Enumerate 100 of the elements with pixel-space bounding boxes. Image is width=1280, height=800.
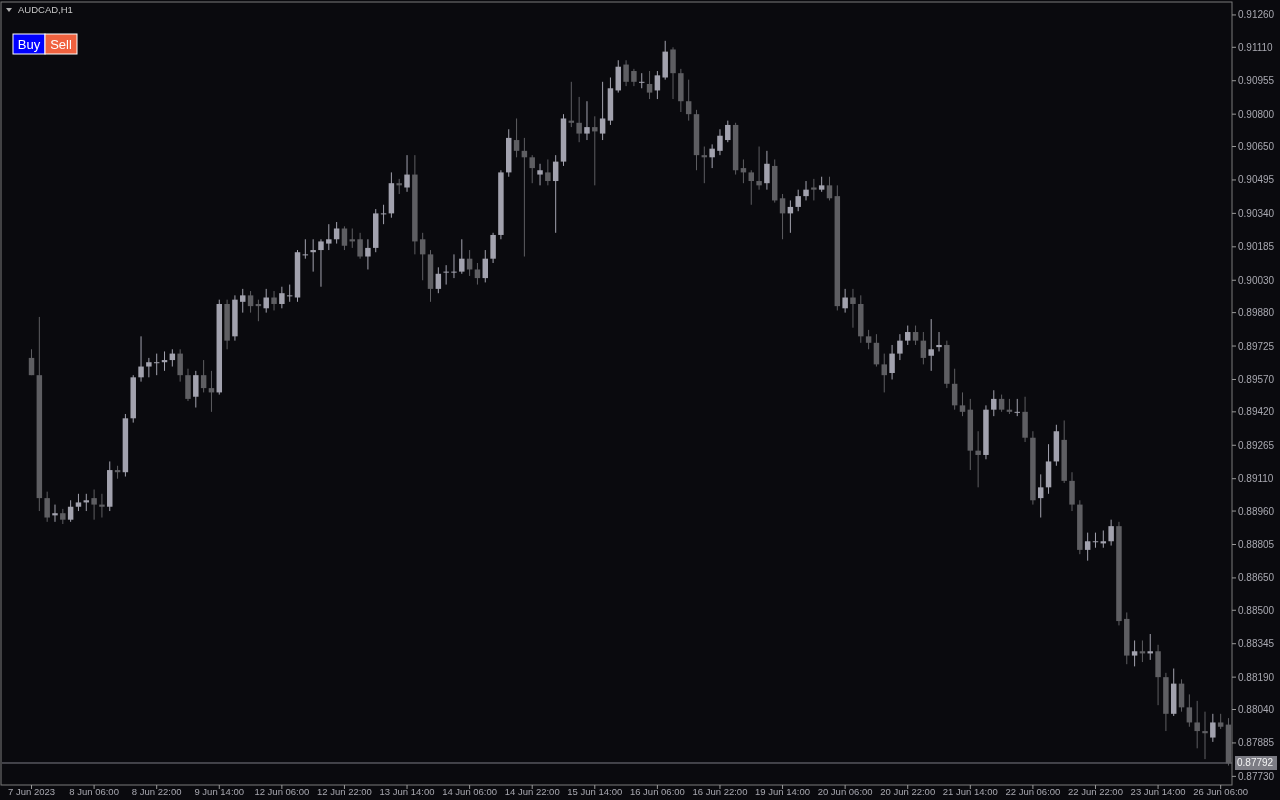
candlestick bbox=[99, 493, 105, 519]
candlestick bbox=[380, 204, 387, 225]
candlestick bbox=[240, 288, 246, 314]
buy-button: Buy bbox=[12, 33, 46, 55]
candlestick bbox=[959, 391, 966, 417]
candlestick bbox=[920, 331, 927, 365]
candlestick bbox=[404, 154, 410, 193]
y-tick-label: 0.89570 bbox=[1238, 373, 1275, 385]
y-tick-label: 0.90495 bbox=[1238, 174, 1275, 186]
candlestick bbox=[842, 288, 848, 314]
candlestick bbox=[310, 238, 316, 273]
candlestick bbox=[513, 117, 520, 158]
y-tick-label: 0.91260 bbox=[1238, 9, 1275, 21]
candlestick bbox=[193, 370, 199, 409]
x-tick-label: 16 Jun 22:00 bbox=[692, 786, 748, 797]
x-tick-label: 14 Jun 22:00 bbox=[504, 786, 560, 797]
candlestick bbox=[576, 96, 582, 143]
candlestick bbox=[263, 288, 269, 314]
candlestick bbox=[889, 344, 895, 380]
x-tick-label: 8 Jun 06:00 bbox=[69, 786, 119, 797]
x-tick-label: 12 Jun 22:00 bbox=[316, 786, 372, 797]
candlestick bbox=[67, 499, 74, 523]
candlestick bbox=[451, 253, 457, 279]
candlestick bbox=[459, 238, 465, 275]
x-tick-label: 20 Jun 22:00 bbox=[880, 786, 936, 797]
candlestick bbox=[326, 223, 332, 251]
candlestick bbox=[185, 368, 191, 402]
candlestick bbox=[419, 232, 426, 281]
y-tick-label: 0.88040 bbox=[1238, 704, 1275, 715]
candlestick bbox=[709, 143, 715, 169]
y-tick-label: 0.90185 bbox=[1238, 241, 1275, 253]
candlestick bbox=[904, 325, 911, 346]
candlestick bbox=[91, 488, 97, 521]
candlestick bbox=[1084, 532, 1091, 562]
candlestick bbox=[1108, 519, 1114, 547]
candlestick bbox=[654, 70, 661, 100]
candlestick bbox=[443, 264, 449, 286]
annotation: Buy bbox=[17, 36, 41, 52]
candlestick bbox=[850, 288, 856, 329]
x-tick-label: 16 Jun 06:00 bbox=[629, 786, 685, 797]
y-tick-label: 0.90030 bbox=[1238, 274, 1275, 286]
y-tick-label: 0.91110 bbox=[1238, 41, 1274, 53]
candlestick bbox=[1186, 693, 1193, 728]
candlestick bbox=[779, 193, 786, 240]
x-tick-label: 26 Jun 06:00 bbox=[1193, 786, 1249, 797]
y-tick-label: 0.88345 bbox=[1238, 638, 1275, 650]
candlestick bbox=[717, 128, 723, 156]
candlestick bbox=[811, 178, 817, 201]
candlestick bbox=[592, 115, 598, 186]
y-tick-label: 0.89110 bbox=[1238, 473, 1274, 485]
y-tick-label: 0.89265 bbox=[1238, 439, 1275, 451]
candlestick bbox=[975, 430, 981, 488]
y-tick-label: 0.89725 bbox=[1238, 340, 1275, 352]
candlestick bbox=[756, 146, 762, 191]
candlestick bbox=[748, 169, 754, 206]
candlestick bbox=[490, 232, 496, 264]
y-tick-label: 0.89420 bbox=[1238, 406, 1275, 418]
x-tick-label: 15 Jun 14:00 bbox=[567, 786, 623, 797]
candlestick bbox=[153, 353, 160, 376]
candlestick bbox=[545, 158, 551, 186]
candlestick bbox=[435, 266, 442, 294]
candlestick bbox=[936, 331, 942, 352]
candlestick bbox=[529, 154, 535, 184]
candlestick bbox=[584, 100, 590, 141]
x-tick-label: 9 Jun 14:00 bbox=[194, 786, 245, 797]
candlestick bbox=[28, 348, 35, 376]
y-tick-label: 0.88190 bbox=[1238, 671, 1275, 683]
candlestick bbox=[685, 79, 692, 122]
candlestick bbox=[271, 290, 277, 311]
candlestick bbox=[991, 389, 997, 417]
candlestick bbox=[333, 221, 340, 245]
candlestick bbox=[1092, 532, 1099, 549]
candlestick bbox=[1037, 473, 1044, 519]
candlestick bbox=[1014, 398, 1020, 417]
candlestick bbox=[138, 335, 144, 383]
candlestick bbox=[670, 46, 676, 100]
x-tick-label: 13 Jun 14:00 bbox=[379, 786, 435, 797]
y-tick-label: 0.87730 bbox=[1238, 770, 1275, 782]
candlestick bbox=[552, 154, 559, 234]
candlestick bbox=[623, 59, 629, 87]
y-tick-label: 0.90340 bbox=[1238, 207, 1275, 219]
candlestick bbox=[764, 150, 770, 191]
candlestick bbox=[881, 353, 887, 393]
y-tick-label: 0.90800 bbox=[1238, 108, 1275, 120]
x-tick-label: 21 Jun 14:00 bbox=[942, 786, 998, 797]
candlestick bbox=[639, 72, 645, 89]
x-tick-label: 22 Jun 22:00 bbox=[1068, 786, 1123, 797]
candlestick bbox=[302, 238, 309, 260]
candlestick bbox=[803, 180, 809, 201]
x-tick-label: 22 Jun 06:00 bbox=[1005, 786, 1061, 797]
candlestick bbox=[200, 359, 207, 393]
candlestick bbox=[1194, 700, 1200, 749]
x-tick-label: 20 Jun 06:00 bbox=[817, 786, 873, 797]
y-tick-label: 0.90955 bbox=[1238, 75, 1275, 87]
candlestick bbox=[365, 238, 371, 270]
y-tick-label: 0.88650 bbox=[1238, 572, 1275, 584]
x-tick-label: 14 Jun 06:00 bbox=[442, 786, 498, 797]
y-tick-label: 0.88960 bbox=[1238, 505, 1275, 517]
candlestick bbox=[318, 238, 324, 288]
candlestick bbox=[865, 329, 872, 350]
